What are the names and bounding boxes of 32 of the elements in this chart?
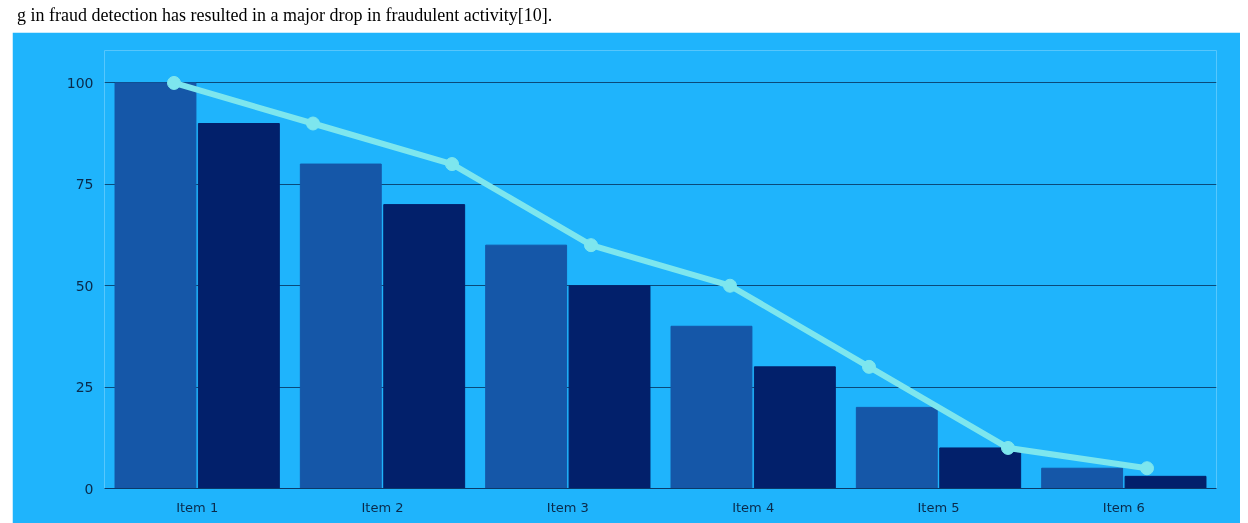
bar [299,163,382,489]
point [862,359,876,374]
point [1140,461,1154,476]
bar [1041,467,1124,489]
point [306,116,320,131]
point [584,238,598,253]
y-tick-label: 50 [75,277,94,294]
bar [855,406,938,489]
point [167,75,181,90]
bar [197,123,280,489]
bar [485,244,568,489]
point [723,278,737,293]
y-tick-label: 0 [84,480,94,497]
bar [114,82,197,489]
bar [383,204,466,489]
y-tick-label: 25 [75,379,94,396]
point [1001,440,1015,455]
x-tick-label: Item 1 [176,499,219,515]
x-tick-label: Item 6 [1102,499,1145,515]
point [445,157,459,172]
x-tick-label: Item 5 [917,499,960,515]
bar [939,447,1022,489]
x-tick-label: Item 4 [732,499,775,515]
bar [753,366,836,489]
bar [568,285,651,489]
y-tick-label: 100 [66,74,94,91]
bar [1124,475,1207,489]
x-tick-label: Item 3 [546,499,589,515]
bar [670,325,753,489]
x-tick-label: Item 2 [361,499,404,515]
text: g in fraud detection has resulted in a major drop in fraudulent activity[10]. [17,5,553,25]
y-tick-label: 75 [75,176,94,193]
